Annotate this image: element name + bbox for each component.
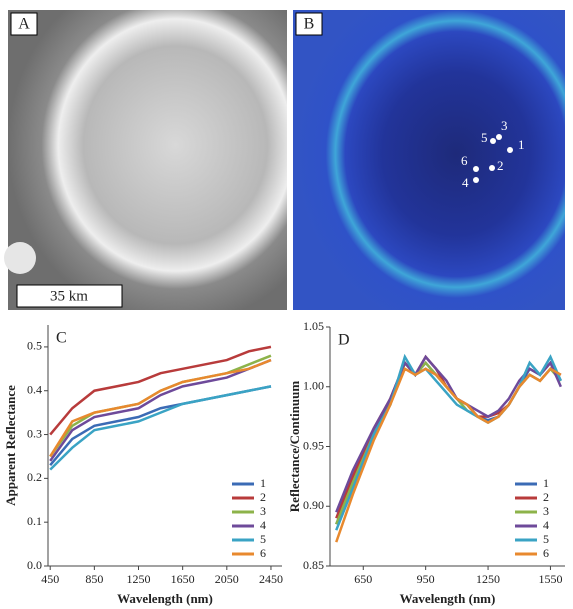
point-label: 4 (462, 175, 469, 190)
y-tick-label: 1.05 (303, 319, 324, 333)
point-label: 2 (497, 158, 504, 173)
y-axis-title: Apparent Reflectance (3, 385, 18, 506)
y-tick-label: 0.3 (27, 426, 42, 440)
y-axis-title: Reflectance/Continuum (287, 381, 302, 513)
point-label: 1 (518, 137, 525, 152)
x-tick-label: 850 (85, 572, 103, 586)
legend-label: 6 (543, 546, 549, 560)
panel-label: B (304, 16, 315, 33)
y-tick-label: 1.00 (303, 379, 324, 393)
point (490, 138, 496, 144)
x-tick-label: 450 (41, 572, 59, 586)
small-crater (4, 242, 36, 274)
legend-label: 3 (543, 504, 549, 518)
x-tick-label: 2050 (215, 572, 239, 586)
legend-label: 4 (260, 518, 266, 532)
point (473, 177, 479, 183)
y-tick-label: 0.1 (27, 514, 42, 528)
legend-label: 5 (260, 532, 266, 546)
panel-label: D (338, 332, 350, 349)
x-tick-label: 950 (417, 572, 435, 586)
panel-label: C (56, 330, 67, 347)
y-tick-label: 0.2 (27, 470, 42, 484)
y-tick-label: 0.0 (27, 558, 42, 572)
x-tick-label: 650 (354, 572, 372, 586)
legend-label: 4 (543, 518, 549, 532)
figure: A 35 km B 1 2 3 4 5 6 0.0 0.1 0.2 0.3 0.4 0.5… (0, 0, 573, 609)
x-tick-label: 1550 (538, 572, 562, 586)
legend-label: 1 (260, 476, 266, 490)
point (507, 147, 513, 153)
legend-label: 2 (260, 490, 266, 504)
point (473, 166, 479, 172)
page: {"images": {"a": {"label": "A", "scale_b… (0, 0, 573, 609)
legend-label: 5 (543, 532, 549, 546)
legend-label: 2 (543, 490, 549, 504)
x-axis-title: Wavelength (nm) (400, 591, 496, 606)
y-tick-label: 0.90 (303, 498, 324, 512)
point-label: 6 (461, 153, 468, 168)
x-tick-label: 1650 (171, 572, 195, 586)
x-tick-label: 1250 (476, 572, 500, 586)
series-line (336, 357, 561, 512)
x-tick-label: 2450 (259, 572, 283, 586)
legend-label: 6 (260, 546, 266, 560)
panel-label: A (18, 16, 30, 33)
point (489, 165, 495, 171)
y-tick-label: 0.5 (27, 339, 42, 353)
point (496, 134, 502, 140)
image-b (293, 10, 565, 310)
y-tick-label: 0.95 (303, 438, 324, 452)
legend-label: 3 (260, 504, 266, 518)
image-a (8, 10, 287, 310)
series-line (50, 360, 271, 461)
point-label: 5 (481, 130, 488, 145)
y-tick-label: 0.85 (303, 558, 324, 572)
legend-label: 1 (543, 476, 549, 490)
x-tick-label: 1250 (127, 572, 151, 586)
y-tick-label: 0.4 (27, 382, 42, 396)
scale-bar: 35 km (50, 288, 88, 304)
x-axis-title: Wavelength (nm) (117, 591, 213, 606)
point-label: 3 (501, 118, 508, 133)
